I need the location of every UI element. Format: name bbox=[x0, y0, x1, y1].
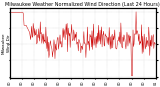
Title: Milwaukee Weather Normalized Wind Direction (Last 24 Hours): Milwaukee Weather Normalized Wind Direct… bbox=[5, 2, 160, 7]
Y-axis label: Milwaukee
Wind Dir: Milwaukee Wind Dir bbox=[2, 33, 11, 54]
